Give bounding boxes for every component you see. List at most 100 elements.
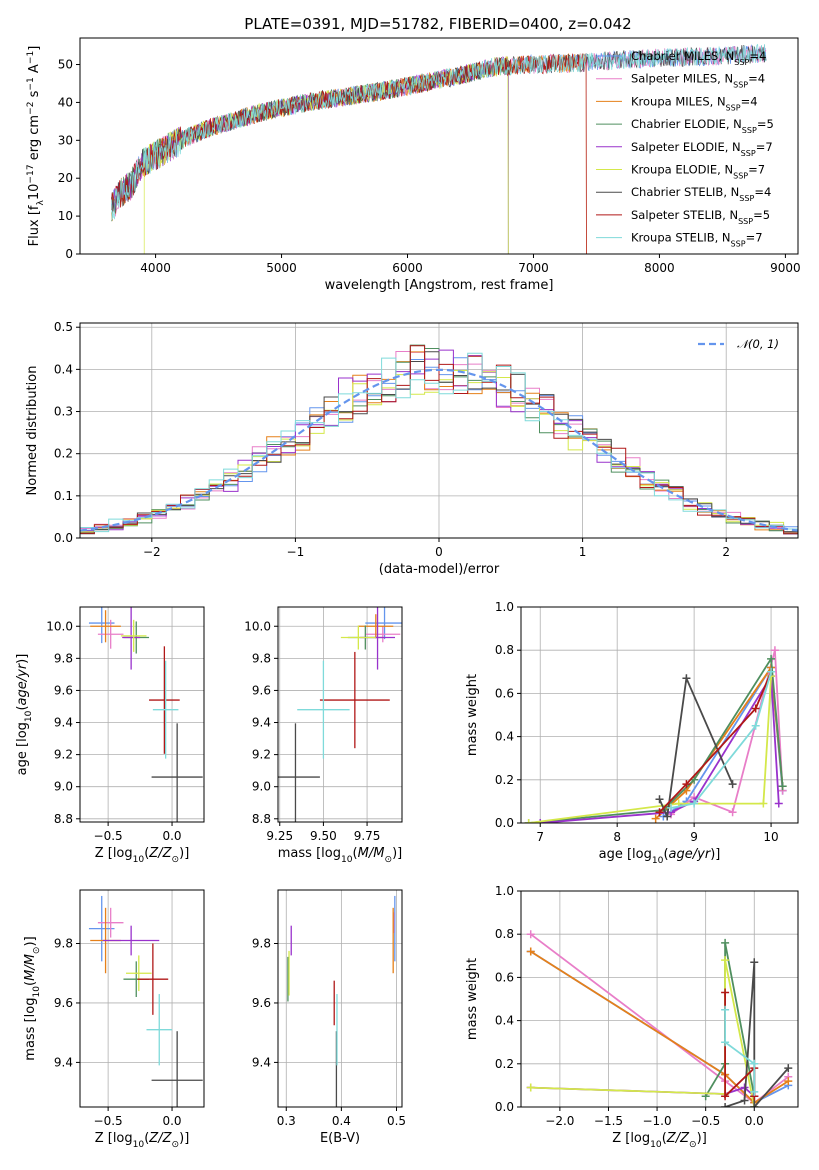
weight-marker [767,654,776,663]
panel-spectrum: 4000 5000 6000 7000 8000 9000 0 10 20 30 40 50 wavel… [26,37,801,293]
x-tick-label: 8 [613,830,621,844]
spectrum-series-line [111,57,509,254]
y-tick-label: 40 [58,95,73,109]
panel-mass_age: 9.25 9.50 9.75 8.8 9.0 9.2 9.4 9.6 9.8 10.0 mass [… [244,606,403,865]
y-tick-label: 1.0 [495,600,514,614]
weight-marker [721,938,730,947]
weight-marker [784,1077,793,1086]
weight-marker [721,988,730,997]
x-tick-label: −1.0 [642,1114,671,1128]
x-tick-label: 0.0 [162,829,181,843]
axes-frame [79,37,799,255]
x-tick-label: 9.75 [354,829,381,843]
y-tick-label: 10 [58,209,73,223]
plot-area [526,930,793,1107]
axes-frame [277,889,403,1108]
y-tick-label: 9.4 [54,716,73,730]
panel-ebv_mass: 0.3 0.4 0.5 9.4 9.6 9.8 E(B-V) [252,889,406,1146]
x-axis-label: Z [log10(Z/Z⊙)] [95,846,190,865]
x-tick-label: 9 [690,830,698,844]
weight-marker [750,1103,759,1107]
panel-age_weight: 7 8 9 10 0.0 0.2 0.4 0.6 0.8 1.0 age [log10(age/yr… [465,600,799,866]
y-tick-label: 9.4 [252,716,271,730]
legend-entry: Chabrier STELIB, NSSP=4 [631,185,771,203]
histogram-series [80,352,798,533]
x-tick-label: 0.3 [277,1114,296,1128]
weight-marker [751,721,760,730]
weight-marker [682,674,691,683]
weight-marker [751,704,760,713]
x-tick-label: 7 [536,830,544,844]
weight-marker [721,1092,730,1101]
x-tick-label: −1 [287,545,305,559]
y-tick-label: 9.6 [252,996,271,1010]
weight-marker [667,803,676,812]
spectrum-series-line [111,53,587,254]
x-tick-label: −0.5 [691,1114,720,1128]
axes-frame [79,889,205,1108]
histogram-series [80,345,798,534]
weight-marker [778,782,787,791]
y-tick-label: 0.8 [495,927,514,941]
y-tick-label: 9.4 [252,1055,271,1069]
weight-marker [721,1103,730,1107]
y-axis-label: age [log10(age/yr)] [15,654,34,776]
x-tick-label: 4000 [140,261,171,275]
weight-marker [750,1087,759,1096]
y-tick-label: 0.0 [54,531,73,545]
y-tick-label: 0.2 [54,447,73,461]
panel-z_mass: −0.5 0.0 9.4 9.6 9.8 Z [log10(Z/Z⊙)] mass [log… [23,889,205,1150]
y-tick-label: 0 [65,247,73,261]
x-tick-label: −0.5 [94,1114,123,1128]
y-tick-label: 0.4 [495,1014,514,1028]
y-tick-label: 0.0 [495,816,514,830]
weight-marker [524,819,533,823]
spectrum-series-line [143,55,509,254]
y-tick-label: 0.4 [495,730,514,744]
x-tick-label: 9.50 [310,829,337,843]
y-tick-label: 9.0 [54,780,73,794]
y-tick-label: 20 [58,171,73,185]
legend-entry: Salpeter ELODIE, NSSP=7 [631,140,773,158]
y-tick-label: 9.8 [54,937,73,951]
plot-area [88,895,203,1107]
y-tick-label: 9.6 [54,683,73,697]
y-tick-label: 10.0 [244,619,271,633]
legend: Chabrier MILES, NSSP=4 Salpeter MILES, NS… [596,49,774,248]
weight-series-line [530,933,789,1104]
legend-entry: 𝒩(0, 1) [737,337,779,351]
weight-series-line [658,675,734,820]
x-tick-label: 9.25 [266,829,293,843]
y-tick-label: 0.2 [495,1057,514,1071]
axes-frame [79,606,205,823]
y-tick-label: 9.6 [54,996,73,1010]
weight-series-line [658,671,772,813]
spectrum-series-line [111,53,587,254]
x-tick-label: 6000 [392,261,423,275]
y-tick-label: 0.8 [495,643,514,657]
y-axis-label: mass weight [465,958,480,1040]
x-axis-label: Z [log10(Z/Z⊙)] [612,1131,707,1150]
y-axis-label: Flux [fλ10−17 erg cm−2 s−1 A−1] [26,46,46,247]
y-tick-label: 0.6 [495,686,514,700]
histogram-series [80,351,798,535]
weight-marker [526,1083,535,1092]
plot-area [287,895,396,1107]
plot-area [88,607,203,822]
y-tick-label: 9.8 [252,937,271,951]
x-tick-label: 9000 [770,261,801,275]
weight-series-line [528,676,772,823]
weight-marker [663,812,672,821]
plot-area [80,344,798,535]
x-tick-label: 0.0 [162,1114,181,1128]
y-axis-label: Normed distribution [25,366,40,496]
plot-area [111,43,767,254]
weight-marker [655,808,664,817]
weight-marker [750,958,759,967]
plot-area [524,646,787,823]
weight-marker [682,780,691,789]
weight-marker [759,799,768,808]
plot-area [278,607,402,822]
weight-marker [536,819,545,823]
y-tick-label: 9.6 [252,683,271,697]
